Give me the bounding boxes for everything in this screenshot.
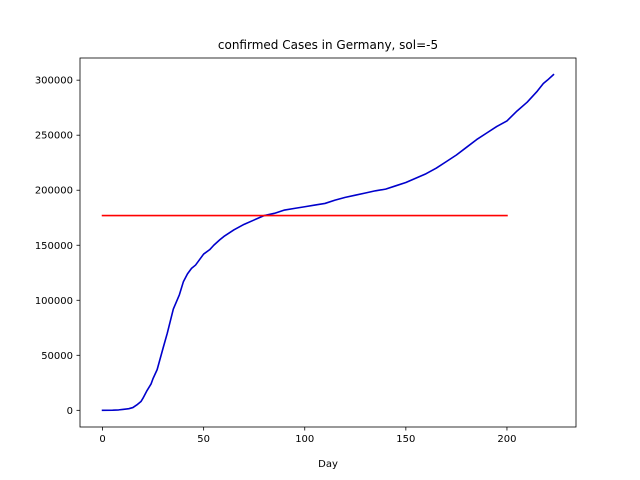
- y-tick-label: 100000: [35, 296, 73, 307]
- y-tick-label: 300000: [35, 76, 73, 87]
- axes-layer: 0 50 100 150 200 0 50000 100000 150000 200000 2500…: [35, 57, 577, 445]
- x-tick-label: 150: [396, 434, 415, 445]
- y-tick-label: 0: [67, 406, 73, 417]
- x-tick-label: 50: [197, 434, 210, 445]
- y-tick-label: 250000: [35, 131, 73, 142]
- x-axis-label: Day: [318, 459, 338, 470]
- chart-title: confirmed Cases in Germany, sol=-5: [218, 38, 438, 52]
- x-tick-label: 200: [497, 434, 516, 445]
- y-tick-label: 200000: [35, 186, 73, 197]
- y-tick-label: 50000: [41, 351, 73, 362]
- axes-frame: [79, 57, 577, 428]
- x-tick-label: 100: [295, 434, 314, 445]
- plot-layer: [101, 73, 555, 412]
- y-tick-label: 150000: [35, 241, 73, 252]
- x-tick-label: 0: [99, 434, 105, 445]
